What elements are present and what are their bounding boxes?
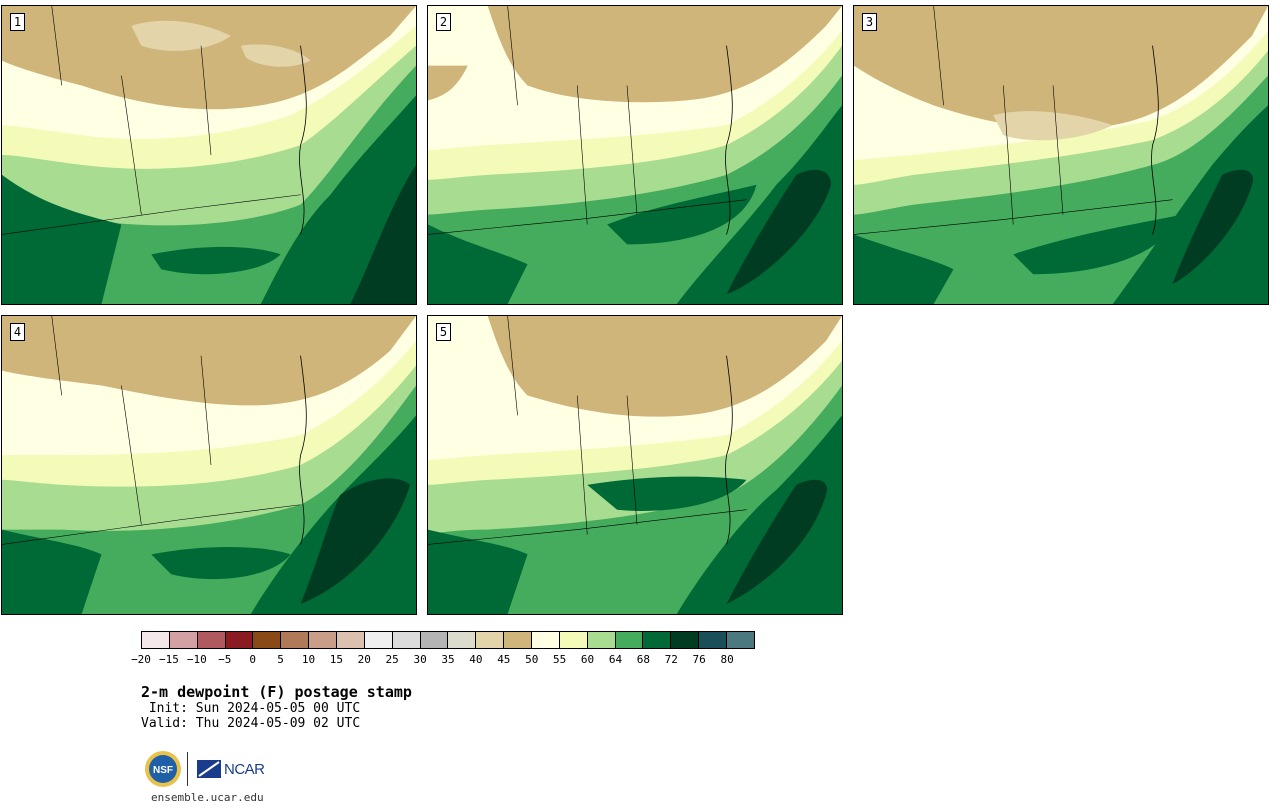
colorbar (141, 631, 755, 649)
map-panel-4: 4 (1, 315, 417, 615)
colorbar-tick-label: 68 (636, 653, 650, 666)
colorbar-tick-label: 50 (525, 653, 539, 666)
ncar-logo-icon (197, 760, 221, 778)
colorbar-swatch (420, 632, 449, 648)
colorbar-tick-label: 25 (385, 653, 399, 666)
colorbar-swatch (699, 632, 728, 648)
init-time: Init: Sun 2024-05-05 00 UTC (141, 701, 361, 716)
colorbar-swatch (587, 632, 616, 648)
panel-number: 4 (10, 323, 25, 341)
colorbar-swatch (504, 632, 533, 648)
colorbar-swatch (643, 632, 672, 648)
colorbar-tick-label: −5 (218, 653, 232, 666)
valid-time: Valid: Thu 2024-05-09 02 UTC (141, 716, 361, 731)
colorbar-tick-label: 72 (664, 653, 678, 666)
colorbar-tick-label: 76 (692, 653, 706, 666)
panel-number: 5 (436, 323, 451, 341)
dewpoint-map-1 (2, 6, 416, 304)
colorbar-swatch (476, 632, 505, 648)
colorbar-tick-label: 45 (497, 653, 511, 666)
colorbar-swatch (281, 632, 310, 648)
panel-number: 2 (436, 13, 451, 31)
colorbar-swatch (364, 632, 393, 648)
colorbar-swatch (448, 632, 477, 648)
svg-text:NSF: NSF (153, 765, 173, 776)
colorbar-tick-label: −20 (131, 653, 151, 666)
colorbar-tick-label: 20 (357, 653, 371, 666)
ncar-logo-text: NCAR (224, 761, 265, 778)
colorbar-tick-label: 80 (720, 653, 734, 666)
colorbar-tick-label: −10 (186, 653, 207, 666)
colorbar-swatch (337, 632, 365, 648)
colorbar-swatch (253, 632, 282, 648)
colorbar-tick-label: 15 (329, 653, 343, 666)
colorbar-tick-label: −15 (158, 653, 179, 666)
colorbar-swatch (197, 632, 226, 648)
dewpoint-map-5 (428, 316, 842, 614)
colorbar-tick-label: 0 (249, 653, 256, 666)
colorbar-swatch (142, 632, 170, 648)
colorbar-swatch (671, 632, 700, 648)
nsf-logo-icon: NSF (145, 751, 181, 787)
colorbar-tick-label: 40 (469, 653, 483, 666)
colorbar-tick-label: 60 (580, 653, 595, 666)
colorbar-tick-label: 5 (277, 653, 284, 666)
colorbar-swatch (727, 632, 754, 648)
map-panel-3: 3 (853, 5, 1269, 305)
website-url: ensemble.ucar.edu (151, 791, 264, 804)
colorbar-swatch (169, 632, 198, 648)
map-panel-1: 1 (1, 5, 417, 305)
colorbar-tick-labels: −20 −15 −10 −5 0 5 10 15 20 25 30 35 40 45 50 55 60 64 68 7… (131, 653, 755, 667)
map-panel-2: 2 (427, 5, 843, 305)
logo-divider (187, 752, 188, 786)
colorbar-tick-label: 55 (553, 653, 567, 666)
panel-number: 1 (10, 13, 25, 31)
colorbar-swatch (615, 632, 644, 648)
colorbar-tick-label: 10 (301, 653, 316, 666)
dewpoint-map-2 (428, 6, 842, 304)
chart-title: 2-m dewpoint (F) postage stamp (141, 683, 412, 701)
colorbar-swatch (225, 632, 254, 648)
colorbar-swatch (392, 632, 421, 648)
colorbar-tick-label: 30 (413, 653, 427, 666)
colorbar-swatch (559, 632, 588, 648)
panel-number: 3 (862, 13, 877, 31)
dewpoint-map-4 (2, 316, 416, 614)
colorbar-tick-label: 64 (608, 653, 623, 666)
map-panel-5: 5 (427, 315, 843, 615)
colorbar-swatch (309, 632, 338, 648)
dewpoint-map-3 (854, 6, 1268, 304)
colorbar-tick-label: 35 (441, 653, 455, 666)
colorbar-swatch (532, 632, 560, 648)
logos: NSF NCAR (144, 750, 284, 790)
